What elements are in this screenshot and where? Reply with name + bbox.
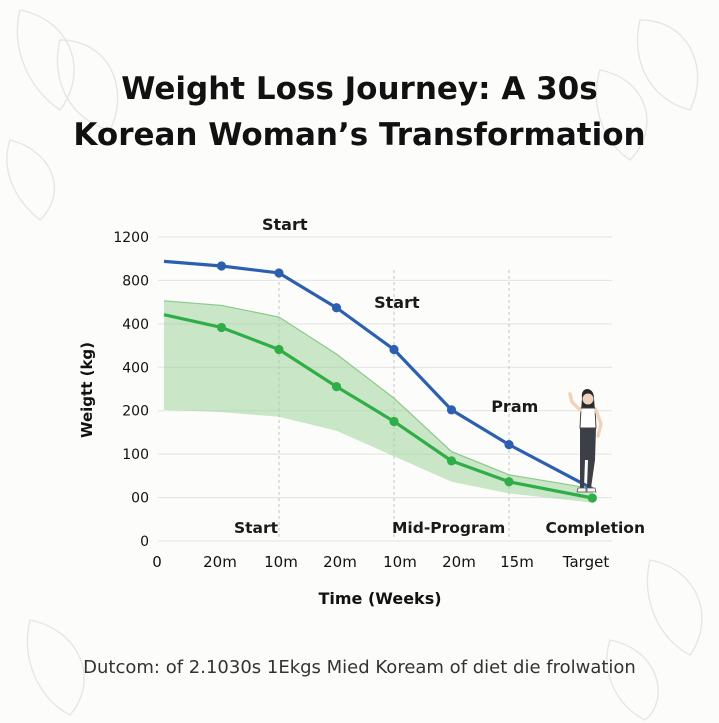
confidence-band bbox=[164, 300, 593, 503]
figure-legs bbox=[580, 428, 596, 488]
figure-shoes bbox=[576, 487, 597, 493]
woman-figure-icon bbox=[568, 389, 603, 493]
series-line-2 bbox=[163, 313, 593, 500]
figure-head bbox=[582, 393, 594, 405]
annotation-label: Pram bbox=[491, 397, 538, 416]
figure-arm-right bbox=[594, 408, 603, 438]
leaf-icon bbox=[26, 619, 85, 716]
data-point-series-2 bbox=[504, 477, 514, 487]
data-point-series-1 bbox=[446, 405, 457, 415]
y-tick-label: 200 bbox=[122, 404, 149, 420]
y-tick-label: 0 bbox=[140, 534, 149, 550]
x-tick-label: 20m bbox=[323, 553, 357, 571]
phase-label: Completion bbox=[545, 519, 645, 537]
chart-title-line-1: Weight Loss Journey: A 30s bbox=[121, 71, 598, 107]
data-point-series-1 bbox=[331, 303, 342, 313]
annotation-label: Start bbox=[374, 293, 420, 312]
x-tick-label: 20m bbox=[203, 553, 237, 571]
y-tick-label: 800 bbox=[122, 273, 149, 289]
leaf-icon bbox=[606, 639, 659, 721]
data-point-series-1 bbox=[389, 344, 399, 355]
y-tick-label: 400 bbox=[122, 360, 149, 376]
y-tick-label: 400 bbox=[122, 317, 149, 333]
y-axis-title: Weigtt (kg) bbox=[78, 342, 96, 438]
band-upper-edge bbox=[163, 300, 593, 490]
series-line-1 bbox=[163, 259, 594, 491]
y-tick-label: 00 bbox=[131, 491, 149, 507]
chart-title: Weight Loss Journey: A 30s Korean Woman’… bbox=[0, 66, 719, 158]
x-tick-label: 20m bbox=[442, 553, 476, 571]
data-point-series-2 bbox=[446, 456, 457, 466]
leaf-icon bbox=[16, 9, 75, 111]
data-point-series-2 bbox=[216, 322, 227, 333]
data-point-series-1 bbox=[504, 440, 514, 450]
data-point-series-2 bbox=[587, 493, 597, 503]
y-tick-label: 1200 bbox=[113, 230, 149, 246]
data-point-series-2 bbox=[389, 416, 399, 427]
x-tick-label: 10m bbox=[264, 553, 298, 571]
x-tick-label: Target bbox=[562, 553, 610, 571]
leaf-icon bbox=[636, 19, 699, 111]
leaf-icon bbox=[56, 39, 119, 131]
data-point-series-1 bbox=[216, 261, 227, 271]
x-tick-label: 15m bbox=[500, 553, 534, 571]
data-point-series-1 bbox=[274, 268, 284, 278]
data-point-series-2 bbox=[331, 382, 342, 392]
x-tick-label: 0 bbox=[152, 553, 162, 571]
footer-caption: Dutcom: of 2.1030s 1Ekgs Mied Koream of … bbox=[83, 657, 636, 678]
annotation-label: Start bbox=[262, 215, 308, 234]
phase-label: Mid-Program bbox=[392, 519, 505, 537]
leaf-icon bbox=[6, 139, 56, 221]
chart-title-line-2: Korean Woman’s Transformation bbox=[73, 117, 646, 153]
figure-arm-left bbox=[568, 392, 582, 412]
leaf-icon bbox=[595, 69, 648, 161]
x-axis-title: Time (Weeks) bbox=[318, 589, 441, 608]
x-tick-label: 10m bbox=[383, 553, 417, 571]
phase-label: Start bbox=[234, 519, 279, 537]
figure-shirt bbox=[579, 407, 597, 429]
leaf-icon bbox=[646, 559, 703, 656]
y-tick-label: 100 bbox=[122, 447, 149, 463]
data-point-series-2 bbox=[274, 344, 284, 355]
